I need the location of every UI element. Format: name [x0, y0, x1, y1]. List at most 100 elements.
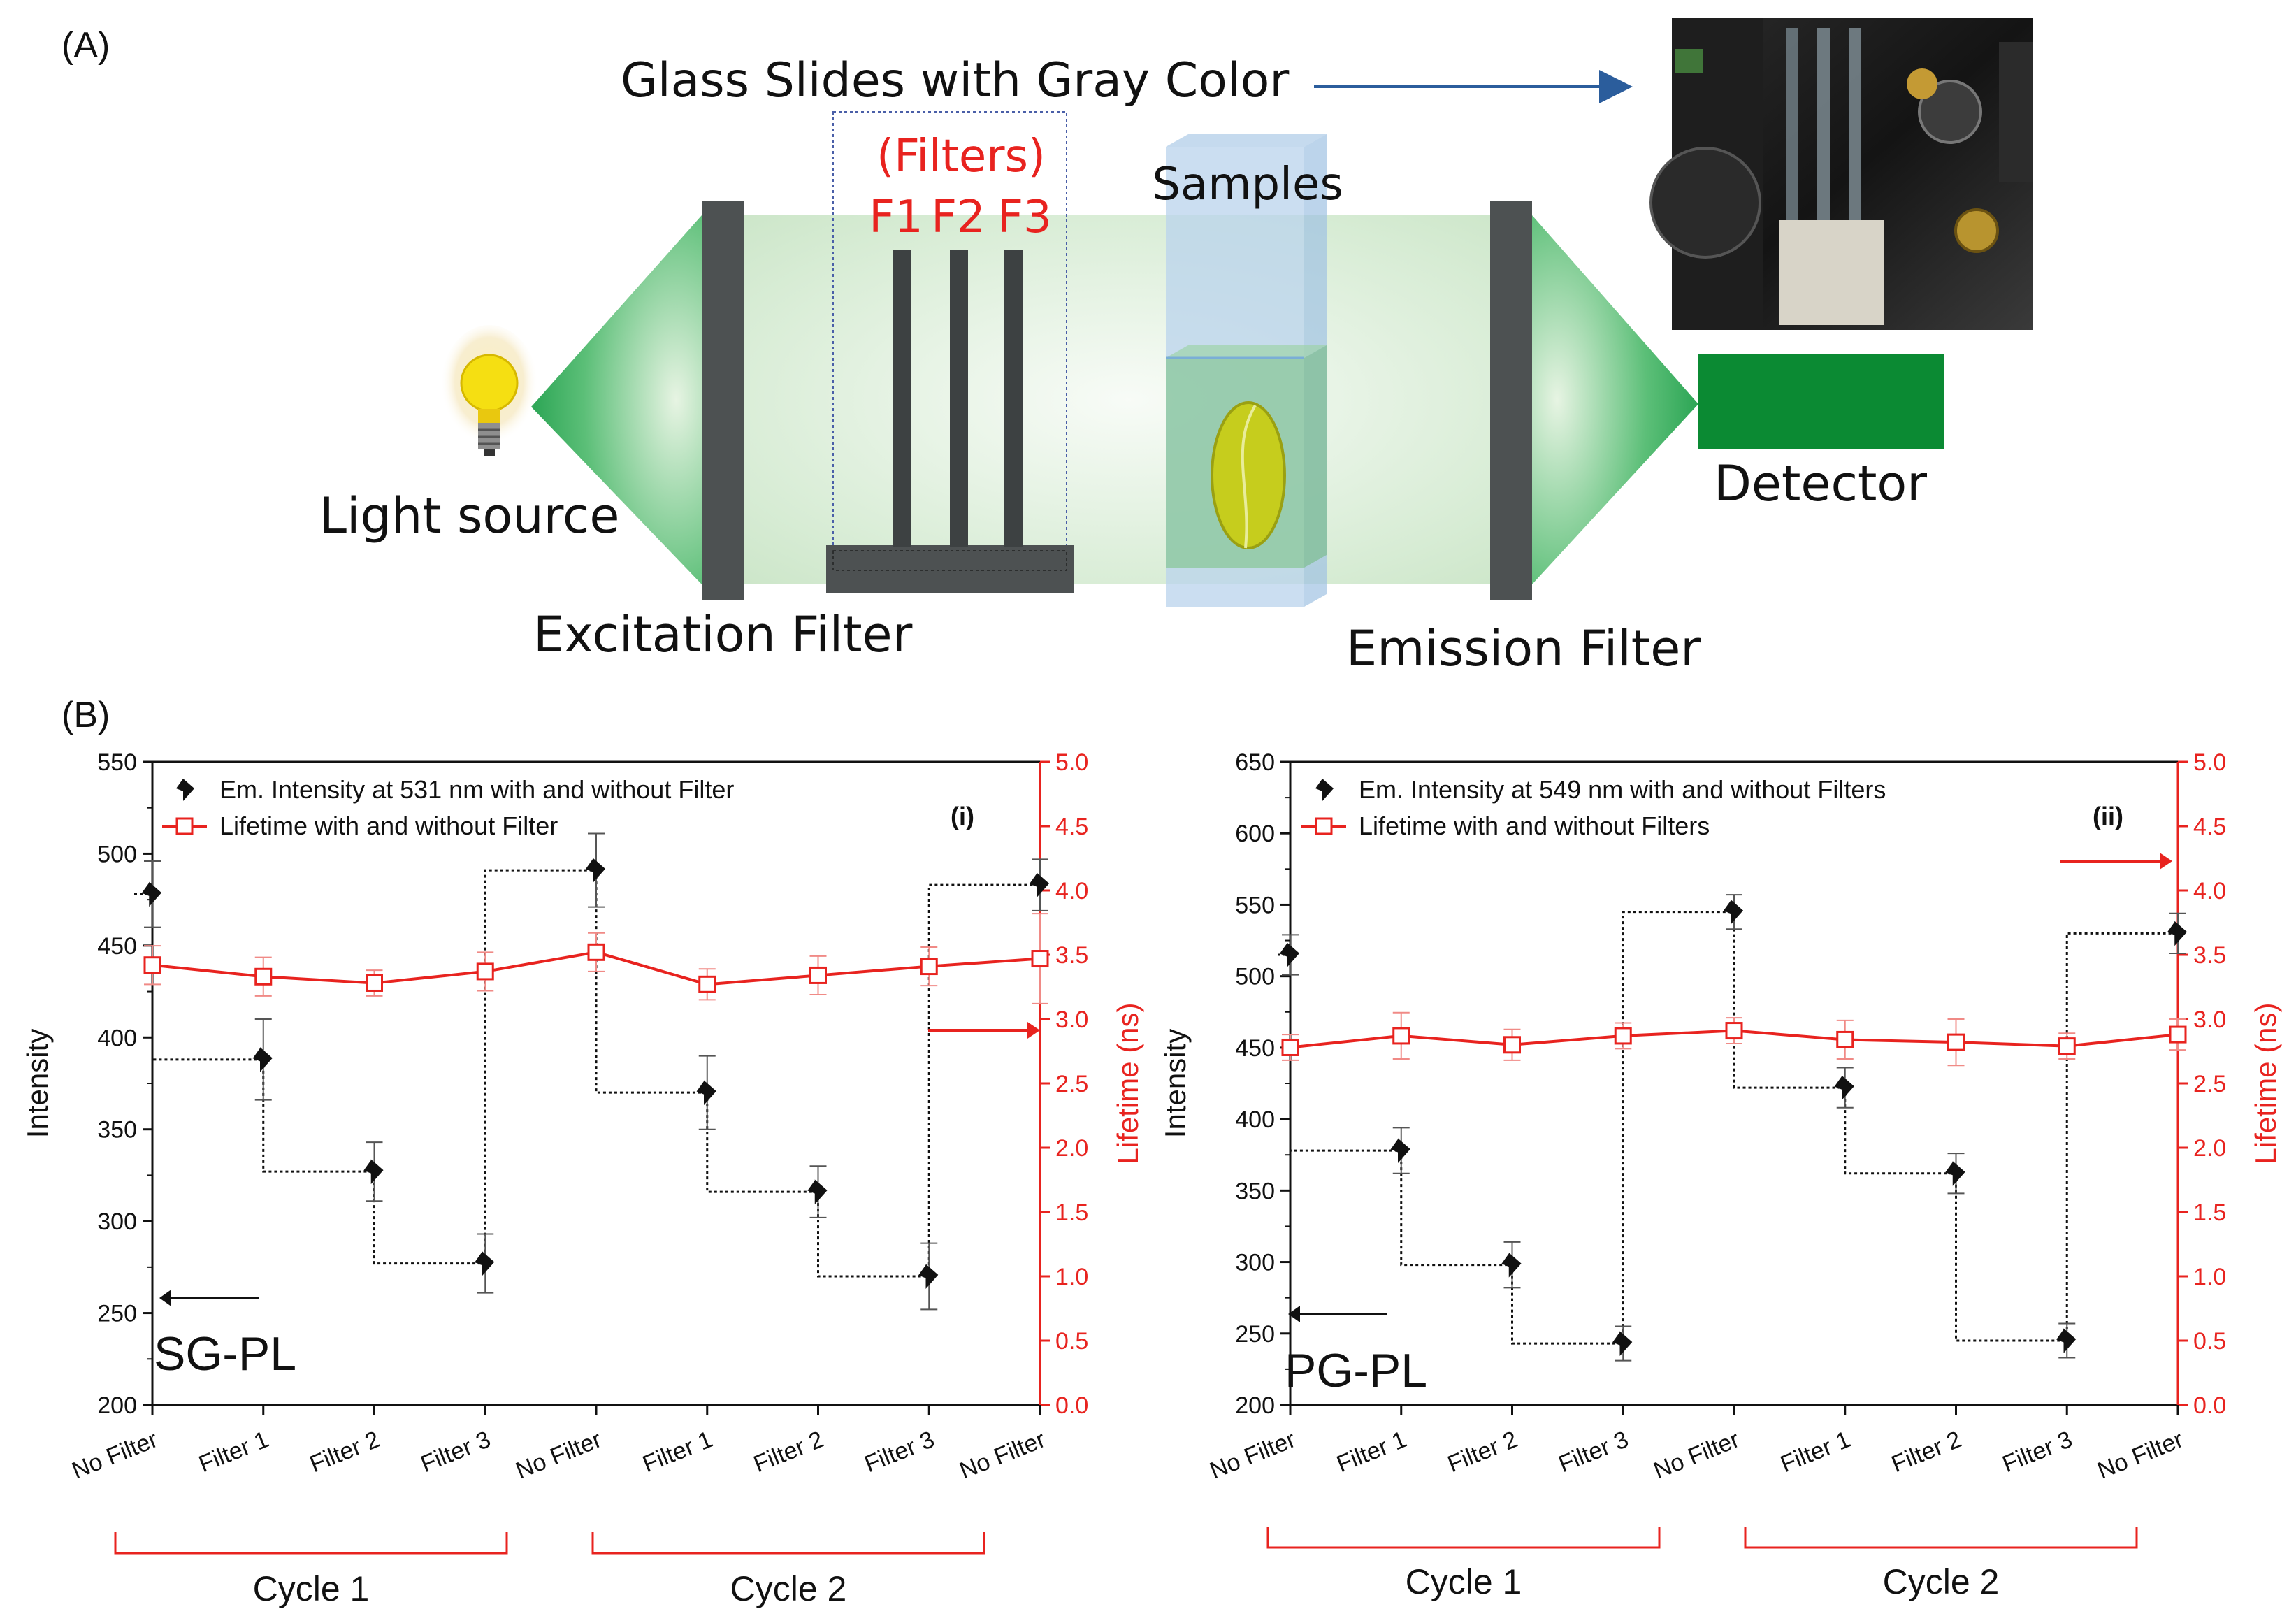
light-bulb-icon: [440, 325, 538, 456]
cycle-bracket: [114, 1532, 508, 1555]
category-label: No Filter: [2094, 1426, 2187, 1484]
left-tick-label: 200: [1235, 1392, 1275, 1419]
detector-label: Detector: [1714, 455, 1927, 512]
right-tick-label: 0.5: [2193, 1328, 2226, 1355]
right-tick-label: 4.5: [2193, 814, 2226, 840]
intensity-point: [1834, 1075, 1854, 1101]
right-tick-label: 0.5: [1055, 1328, 1088, 1355]
intensity-point: [1029, 872, 1050, 898]
lifetime-point: [809, 966, 827, 984]
cycle-label: Cycle 1: [1406, 1562, 1522, 1601]
glass-slides-caption: Glass Slides with Gray Color: [621, 53, 1289, 108]
method-label: SG-PL: [154, 1327, 296, 1380]
left-tick-label: 250: [1235, 1321, 1275, 1348]
right-tick-label: 1.5: [2193, 1199, 2226, 1226]
lifetime-point: [2169, 1025, 2187, 1044]
legend-lifetime-marker: [175, 817, 194, 835]
legend-intensity-marker: [1315, 779, 1334, 801]
samples-label: Samples: [1152, 159, 1343, 210]
left-tick-label: 300: [97, 1209, 137, 1235]
light-source-label: Light source: [319, 487, 619, 544]
lifetime-point: [920, 958, 938, 976]
intensity-point: [475, 1250, 495, 1276]
left-tick-label: 600: [1235, 821, 1275, 847]
right-tick-label: 5.0: [2193, 749, 2226, 776]
filter-slide-f2: [950, 250, 968, 547]
right-tick-label: 1.0: [1055, 1264, 1088, 1290]
left-tick-label: 500: [1235, 964, 1275, 990]
left-tick-label: 200: [97, 1392, 137, 1419]
filter-base-dotted: [832, 550, 1067, 571]
intensity-point: [1501, 1252, 1522, 1278]
category-label: Filter 2: [306, 1426, 384, 1478]
intensity-point: [141, 881, 162, 907]
category-label: Filter 1: [1333, 1426, 1410, 1478]
lifetime-point: [1503, 1036, 1521, 1054]
intensity-point: [585, 858, 606, 883]
right-tick-label: 2.5: [2193, 1071, 2226, 1097]
left-tick-label: 550: [97, 749, 137, 776]
setup-photo: [1649, 18, 2033, 330]
cycle-bracket: [1266, 1527, 1661, 1549]
category-label: No Filter: [1650, 1426, 1743, 1484]
intensity-point: [252, 1047, 273, 1072]
filter-slide-f1: [893, 250, 911, 547]
category-label: Filter 3: [417, 1426, 495, 1478]
category-label: No Filter: [1206, 1426, 1299, 1484]
lifetime-axis-arrowhead: [2160, 853, 2172, 870]
lifetime-point: [476, 962, 494, 981]
category-label: Filter 1: [195, 1426, 273, 1478]
lifetime-point: [1281, 1038, 1299, 1056]
intensity-axis-arrowhead: [1288, 1306, 1300, 1322]
lifetime-point: [1725, 1022, 1743, 1040]
emission-filter-label: Emission Filter: [1346, 620, 1701, 677]
cycle-label: Cycle 1: [253, 1569, 370, 1608]
right-tick-label: 4.0: [2193, 878, 2226, 904]
category-label: Filter 1: [639, 1426, 716, 1478]
intensity-point: [2167, 921, 2188, 946]
intensity-point: [1390, 1138, 1410, 1164]
intensity-point: [918, 1264, 939, 1289]
filter-name-f3: F3: [997, 192, 1052, 243]
intensity-axis-arrowhead: [159, 1290, 171, 1306]
left-tick-label: 400: [1235, 1106, 1275, 1133]
lifetime-point: [1031, 950, 1049, 968]
right-tick-label: 3.0: [2193, 1007, 2226, 1033]
filter-base: [826, 545, 1074, 593]
right-tick-label: 3.5: [2193, 942, 2226, 969]
y-axis-title: Intensity: [21, 1029, 54, 1138]
category-label: Filter 2: [750, 1426, 828, 1478]
filter-slide-f3: [1004, 250, 1023, 547]
emission-cone: [1532, 215, 1698, 584]
legend-intensity-label: Em. Intensity at 531 nm with and without…: [219, 775, 734, 804]
cycle-bracket: [1744, 1527, 2138, 1549]
intensity-point: [807, 1179, 828, 1205]
legend-intensity-marker: [176, 779, 194, 801]
y-axis-right-title: Lifetime (ns): [2249, 1002, 2282, 1164]
intensity-step-line: [134, 869, 1040, 1278]
right-tick-label: 0.0: [1055, 1392, 1088, 1419]
excitation-filter-label: Excitation Filter: [533, 606, 913, 663]
left-tick-label: 400: [97, 1025, 137, 1051]
intensity-point: [363, 1159, 384, 1185]
intensity-point: [1612, 1331, 1633, 1357]
lifetime-point: [587, 943, 605, 961]
excitation-filter-plate: [702, 201, 744, 600]
intensity-step-line: [1278, 911, 2178, 1345]
left-tick-label: 300: [1235, 1250, 1275, 1276]
lifetime-point: [1614, 1027, 1632, 1045]
panel-b-label: (B): [62, 695, 110, 735]
lifetime-point: [1947, 1033, 1965, 1051]
cycle-label: Cycle 2: [1883, 1562, 2000, 1601]
filter-name-f1: F1: [869, 192, 923, 243]
left-tick-label: 450: [1235, 1035, 1275, 1062]
legend-intensity-label: Em. Intensity at 549 nm with and without…: [1359, 775, 1886, 804]
right-tick-label: 5.0: [1055, 749, 1088, 776]
cycle-label: Cycle 2: [730, 1569, 847, 1608]
seed-sample: [1211, 401, 1286, 549]
chart-tag: (ii): [2093, 802, 2123, 830]
chart-sg-pl: 200 250 300 350 400 450 500 550 0.0 0.5 1.0 1.5 2.0 2…: [21, 749, 1144, 1608]
category-label: Filter 1: [1777, 1426, 1854, 1478]
method-label: PG-PL: [1285, 1344, 1427, 1397]
lifetime-point: [143, 956, 161, 974]
